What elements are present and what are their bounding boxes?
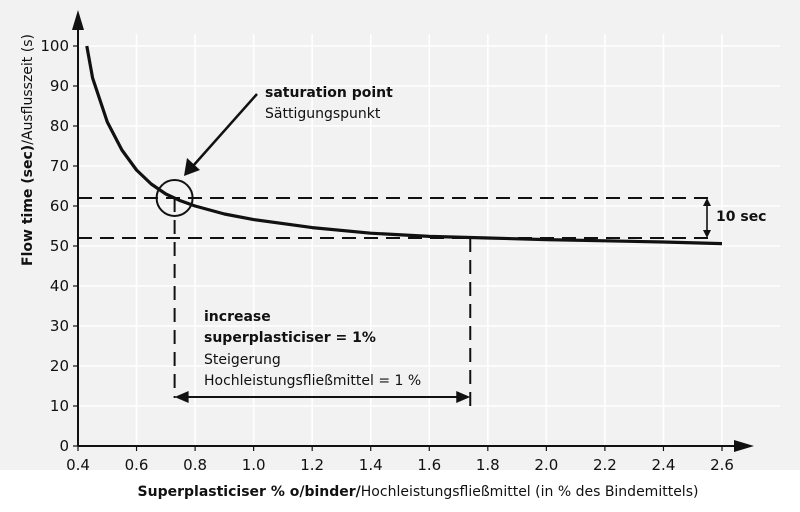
y-tick-label: 70: [50, 157, 69, 175]
annotations: saturation point Sättigungspunkt 10 sec …: [155, 85, 766, 403]
saturation-arrow-shaft: [192, 93, 258, 167]
x-tick-label: 0.6: [125, 456, 149, 474]
x-tick-label: 1.6: [417, 456, 441, 474]
flow-time-curve: [85, 45, 723, 246]
x-tick-label: 2.6: [710, 456, 734, 474]
y-tick-label: 90: [50, 77, 69, 95]
bracket-label: 10 sec: [716, 209, 766, 225]
axes: [72, 10, 754, 452]
y-tick-label: 80: [50, 117, 69, 135]
x-tick-label: 1.2: [300, 456, 324, 474]
x-tick-label: 0.8: [183, 456, 207, 474]
x-axis-title-normal: Hochleistungsfließmittel (in % des Binde…: [361, 484, 699, 500]
tick-labels: 0.4 0.6 0.8 1.0 1.2 1.4 1.6 1.8 2.0 2.2 2.4 2.6 0 10 2…: [40, 37, 734, 474]
x-axis-arrowhead: [734, 440, 754, 452]
x-tick-label: 2.2: [593, 456, 617, 474]
x-tick-label: 2.4: [652, 456, 676, 474]
saturation-circle: [155, 179, 194, 217]
y-tick-label: 0: [59, 437, 69, 455]
increase-label-de-2: Hochleistungsfließmittel = 1 %: [204, 373, 421, 389]
increase-label-en-1: increase: [204, 309, 271, 325]
ten-sec-arrowhead-down: [703, 230, 711, 238]
x-tick-label: 1.0: [242, 456, 266, 474]
increase-label-de-1: Steigerung: [204, 352, 281, 368]
series: [85, 45, 723, 246]
y-tick-label: 50: [50, 237, 69, 255]
x-axis-title-bold: Superplasticiser % o/binder/: [138, 484, 362, 500]
ten-sec-arrowhead-up: [703, 198, 711, 206]
x-tick-label: 0.4: [66, 456, 90, 474]
saturation-label-de: Sättigungspunkt: [265, 106, 381, 122]
x-axis-title: Superplasticiser % o/binder/Hochleistung…: [138, 484, 699, 500]
axis-titles: Superplasticiser % o/binder/Hochleistung…: [20, 34, 698, 500]
y-tick-label: 20: [50, 357, 69, 375]
grid-lines: [78, 34, 780, 446]
y-tick-label: 30: [50, 317, 69, 335]
increase-arrowhead-right: [456, 391, 471, 403]
increase-label-en-2: superplasticiser = 1%: [204, 330, 376, 346]
y-axis-arrowhead: [72, 10, 84, 30]
y-axis-title-normal: /Ausflusszeit (s): [20, 34, 36, 145]
guide-lines: [78, 197, 713, 406]
saturation-arrowhead: [184, 158, 200, 176]
y-axis-title: Flow time (sec)/Ausflusszeit (s): [20, 34, 36, 266]
y-axis-title-bold: Flow time (sec): [20, 145, 36, 266]
x-tick-label: 2.0: [534, 456, 558, 474]
x-tick-label: 1.4: [359, 456, 383, 474]
increase-arrowhead-left: [174, 391, 189, 403]
y-tick-label: 60: [50, 197, 69, 215]
x-tick-label: 1.8: [476, 456, 500, 474]
y-tick-label: 100: [40, 37, 69, 55]
y-tick-label: 40: [50, 277, 69, 295]
y-tick-label: 10: [50, 397, 69, 415]
saturation-label-en: saturation point: [265, 85, 393, 101]
